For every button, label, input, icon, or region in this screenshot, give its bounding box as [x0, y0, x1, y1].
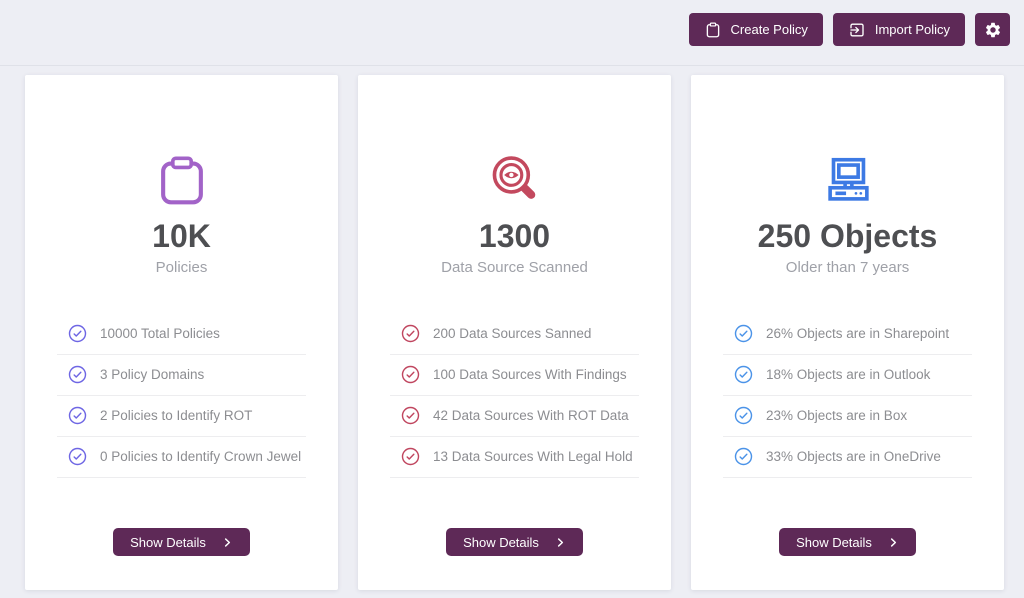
check-circle-icon	[68, 447, 87, 466]
list-item: 23% Objects are in Box	[723, 396, 972, 437]
card-value: 10K	[152, 218, 211, 254]
card-value: 1300	[478, 218, 551, 254]
list-item: 10000 Total Policies	[57, 314, 306, 355]
list-item-label: 18% Objects are in Outlook	[766, 367, 931, 383]
list-item-label: 3 Policy Domains	[100, 367, 205, 383]
magnifier-eye-icon	[486, 152, 544, 210]
list-item: 33% Objects are in OneDrive	[723, 437, 972, 478]
check-circle-icon	[734, 324, 753, 343]
computer-icon	[819, 152, 877, 210]
list-item: 200 Data Sources Sanned	[390, 314, 639, 355]
list-item: 0 Policies to Identify Crown Jewel	[57, 437, 306, 478]
chevron-right-icon	[888, 537, 899, 548]
create-policy-button[interactable]: Create Policy	[688, 13, 823, 46]
list-item-label: 2 Policies to Identify ROT	[100, 408, 253, 424]
card-value: 250 Objects	[757, 218, 938, 254]
clipboard-icon	[153, 152, 211, 210]
chevron-right-icon	[222, 537, 233, 548]
list-item: 2 Policies to Identify ROT	[57, 396, 306, 437]
show-details-button[interactable]: Show Details	[446, 528, 583, 556]
clipboard-icon	[704, 21, 722, 39]
list-item: 42 Data Sources With ROT Data	[390, 396, 639, 437]
check-circle-icon	[401, 406, 420, 425]
list-item-label: 200 Data Sources Sanned	[433, 326, 592, 342]
check-circle-icon	[68, 324, 87, 343]
objects-card: 250 Objects Older than 7 years 26% Objec…	[691, 75, 1004, 590]
settings-button[interactable]	[975, 13, 1010, 46]
create-policy-label: Create Policy	[730, 22, 808, 37]
stats-list: 26% Objects are in Sharepoint 18% Object…	[691, 314, 1004, 478]
import-policy-label: Import Policy	[874, 22, 950, 37]
list-item-label: 23% Objects are in Box	[766, 408, 908, 424]
show-details-label: Show Details	[130, 534, 206, 550]
card-subtitle: Data Source Scanned	[441, 258, 588, 276]
gear-icon	[984, 21, 1002, 39]
check-circle-icon	[68, 365, 87, 384]
stats-list: 200 Data Sources Sanned 100 Data Sources…	[358, 314, 671, 478]
check-circle-icon	[401, 447, 420, 466]
check-circle-icon	[734, 406, 753, 425]
show-details-label: Show Details	[796, 534, 872, 550]
list-item: 3 Policy Domains	[57, 355, 306, 396]
list-item: 13 Data Sources With Legal Hold	[390, 437, 639, 478]
list-item-label: 13 Data Sources With Legal Hold	[433, 449, 633, 465]
show-details-button[interactable]: Show Details	[779, 528, 916, 556]
show-details-button[interactable]: Show Details	[113, 528, 250, 556]
list-item-label: 100 Data Sources With Findings	[433, 367, 627, 383]
stats-list: 10000 Total Policies 3 Policy Domains 2 …	[25, 314, 338, 478]
show-details-label: Show Details	[463, 534, 539, 550]
chevron-right-icon	[555, 537, 566, 548]
list-item-label: 33% Objects are in OneDrive	[766, 449, 941, 465]
card-subtitle: Policies	[155, 258, 208, 276]
list-item: 18% Objects are in Outlook	[723, 355, 972, 396]
card-subtitle: Older than 7 years	[785, 258, 910, 276]
import-policy-button[interactable]: Import Policy	[832, 13, 965, 46]
check-circle-icon	[68, 406, 87, 425]
list-item: 100 Data Sources With Findings	[390, 355, 639, 396]
check-circle-icon	[734, 447, 753, 466]
topbar: Create Policy Import Policy	[0, 0, 1024, 66]
check-circle-icon	[734, 365, 753, 384]
policies-card: 10K Policies 10000 Total Policies 3 Poli…	[25, 75, 338, 590]
list-item-label: 0 Policies to Identify Crown Jewel	[100, 449, 302, 465]
data-sources-card: 1300 Data Source Scanned 200 Data Source…	[358, 75, 671, 590]
list-item-label: 42 Data Sources With ROT Data	[433, 408, 629, 424]
list-item-label: 10000 Total Policies	[100, 326, 220, 342]
cards-row: 10K Policies 10000 Total Policies 3 Poli…	[0, 66, 1024, 590]
check-circle-icon	[401, 365, 420, 384]
check-circle-icon	[401, 324, 420, 343]
list-item: 26% Objects are in Sharepoint	[723, 314, 972, 355]
list-item-label: 26% Objects are in Sharepoint	[766, 326, 950, 342]
import-box-arrow-icon	[848, 21, 866, 39]
